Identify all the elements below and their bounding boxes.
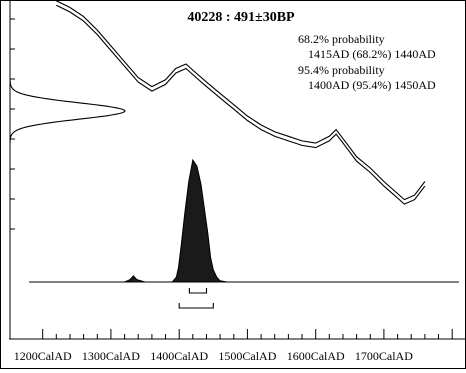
annotation-68-range: 1415AD (68.2%) 1440AD <box>308 47 436 61</box>
radiocarbon-gaussian <box>9 78 126 144</box>
annotation-95-heading: 95.4% probability <box>298 63 385 77</box>
annotation-68-heading: 68.2% probability <box>298 32 385 46</box>
annotation-95-range: 1400AD (95.4%) 1450AD <box>308 78 436 92</box>
x-tick-label: 1400CalAD <box>150 349 208 363</box>
y-axis-ticks <box>10 18 15 230</box>
x-tick-label: 1500CalAD <box>218 349 276 363</box>
calibration-curve-upper <box>56 0 426 201</box>
x-tick-label: 1200CalAD <box>14 349 72 363</box>
x-axis-ticks <box>42 329 453 339</box>
chart-title: 40228 : 491±30BP <box>187 10 295 25</box>
radiocarbon-calibration-chart: 40228 : 491±30BP 68.2% probability 1415A… <box>9 0 465 363</box>
x-tick-label: 1300CalAD <box>82 349 140 363</box>
radiocarbon-distribution <box>9 78 126 144</box>
x-axis-tick-labels: 1200CalAD 1300CalAD 1400CalAD 1500CalAD 1600… <box>14 349 414 363</box>
x-tick-label: 1600CalAD <box>287 349 345 363</box>
distribution-area <box>29 158 459 283</box>
calibration-curve <box>56 0 426 205</box>
calibration-curve-lower <box>56 4 426 205</box>
range-bracket-682 <box>188 288 208 294</box>
range-bracket-954 <box>178 303 214 309</box>
x-tick-label: 1700CalAD <box>355 349 413 363</box>
probability-ranges <box>178 288 214 309</box>
calibrated-distribution <box>29 158 459 283</box>
